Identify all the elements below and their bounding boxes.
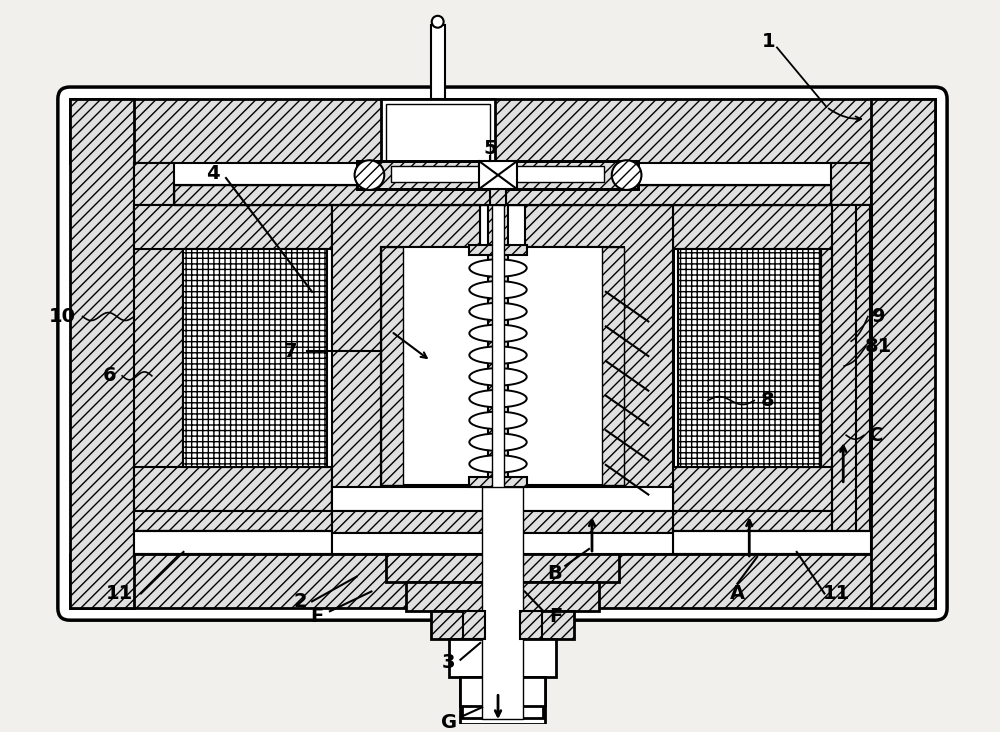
Bar [460,676,545,706]
Bar [431,611,574,639]
Bar [134,512,332,531]
Ellipse shape [469,368,527,386]
Polygon shape [525,205,673,512]
Text: B: B [547,564,562,583]
Bar [602,247,624,485]
Text: 4: 4 [206,163,220,182]
Bar [134,163,871,185]
Bar [70,554,935,608]
Ellipse shape [469,433,527,451]
Bar [673,467,871,512]
Bar [490,189,506,243]
Ellipse shape [469,324,527,342]
Bar [174,185,831,205]
Text: C: C [869,426,883,445]
Ellipse shape [469,455,527,473]
Bar [70,99,134,608]
Ellipse shape [469,390,527,407]
Text: 11: 11 [823,584,850,603]
Bar [871,99,935,608]
Bar [673,531,871,554]
Bar [821,205,871,512]
Circle shape [355,160,384,190]
Bar [482,487,523,719]
Bar [332,512,673,533]
Bar [520,611,542,639]
Bar [673,512,871,531]
Text: A: A [730,584,745,603]
Bar [381,247,403,485]
Bar [174,185,831,205]
Bar [431,25,445,99]
Bar [134,163,174,228]
Bar [386,104,490,161]
Bar [406,582,599,611]
Polygon shape [332,205,480,512]
Bar [332,487,673,512]
Bar [391,166,604,182]
Bar [460,676,545,724]
Ellipse shape [469,303,527,321]
Text: 2: 2 [293,592,307,611]
Text: F: F [310,607,324,626]
Bar [134,205,332,512]
Ellipse shape [469,411,527,429]
Text: G: G [441,712,457,731]
Bar [134,205,332,512]
Bar [183,250,327,467]
Bar [357,161,638,189]
Bar [673,205,871,512]
Bar [134,163,871,554]
Text: 5: 5 [483,139,497,158]
Bar [70,99,935,163]
Bar [134,205,183,512]
Bar [134,531,258,554]
Text: 1: 1 [762,32,776,51]
Bar [463,611,485,639]
Bar [332,533,673,554]
Ellipse shape [469,346,527,364]
Text: 8: 8 [760,391,774,410]
Ellipse shape [469,281,527,299]
Text: 6: 6 [102,367,116,385]
Bar [381,99,495,168]
Bar [469,245,527,255]
Text: 7: 7 [284,342,297,361]
Bar [492,205,504,531]
Bar [381,247,624,485]
Bar [386,554,619,582]
Bar [479,161,517,189]
Bar [831,163,871,228]
Text: 10: 10 [49,307,76,326]
Bar [469,477,527,487]
Text: 81: 81 [865,337,892,356]
Bar [832,205,870,531]
Bar [462,706,543,718]
Bar [449,639,556,676]
Bar [134,467,332,512]
Text: 3: 3 [442,653,455,672]
Text: 9: 9 [872,307,886,326]
Bar [673,205,871,512]
Polygon shape [332,205,480,512]
Bar [673,205,871,250]
Circle shape [432,16,444,28]
Bar [357,161,638,189]
Bar [678,250,821,467]
Ellipse shape [469,259,527,277]
Text: 11: 11 [106,584,133,603]
Bar [134,205,332,250]
Bar [134,531,332,554]
Bar [747,531,871,554]
Bar [488,205,508,531]
Circle shape [612,160,641,190]
FancyBboxPatch shape [58,87,947,620]
Text: F: F [549,607,562,626]
